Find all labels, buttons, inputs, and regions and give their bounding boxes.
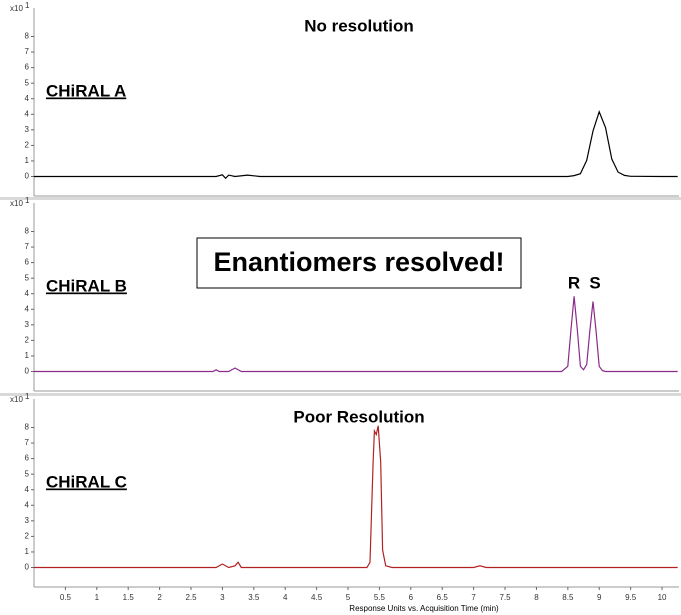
y-multiplier-exponent: 1 — [25, 392, 30, 401]
panel-label: CHiRAL C — [46, 472, 127, 491]
y-tick-label: 4 — [25, 109, 30, 118]
x-tick-label: 6.5 — [437, 593, 449, 602]
panel-title: Poor Resolution — [293, 407, 424, 426]
y-tick-label: 2 — [25, 335, 30, 344]
y-tick-label: 3 — [25, 516, 30, 525]
y-tick-label: 5 — [25, 273, 30, 282]
y-multiplier-exponent: 1 — [25, 196, 30, 205]
x-tick-label: 0.5 — [60, 593, 72, 602]
y-multiplier-exponent: 1 — [25, 1, 30, 10]
x-tick-label: 5.5 — [374, 593, 386, 602]
y-tick-label: 3 — [25, 125, 30, 134]
x-tick-label: 2 — [157, 593, 162, 602]
chromatogram-line — [34, 110, 678, 180]
y-tick-label: 2 — [25, 140, 30, 149]
y-tick-label: 8 — [25, 423, 30, 432]
panel-title: No resolution — [304, 16, 414, 35]
y-tick-label: 6 — [25, 454, 30, 463]
x-tick-label: 4.5 — [311, 593, 323, 602]
y-tick-label: 3 — [25, 320, 30, 329]
y-tick-label: 8 — [25, 227, 30, 236]
y-tick-label: 8 — [25, 32, 30, 41]
y-multiplier: x10 — [10, 395, 23, 404]
y-tick-label: 1 — [25, 351, 30, 360]
peak-label: R — [568, 273, 580, 292]
x-tick-label: 9 — [597, 593, 602, 602]
panel-separator — [0, 197, 681, 200]
y-tick-label: 6 — [25, 63, 30, 72]
x-tick-label: 7 — [471, 593, 476, 602]
y-tick-label: 1 — [25, 547, 30, 556]
x-tick-label: 3.5 — [248, 593, 260, 602]
x-tick-label: 9.5 — [625, 593, 637, 602]
x-tick-label: 3 — [220, 593, 225, 602]
panel-label: CHiRAL A — [46, 81, 126, 100]
x-tick-label: 8.5 — [562, 593, 574, 602]
chromatogram-line — [34, 296, 678, 373]
peak-label: S — [589, 273, 600, 292]
y-tick-label: 7 — [25, 47, 30, 56]
y-tick-label: 6 — [25, 258, 30, 267]
x-axis-title: Response Units vs. Acquisition Time (min… — [349, 604, 499, 613]
panel-separator — [0, 2, 681, 5]
callout-box — [196, 237, 522, 289]
y-tick-label: 4 — [25, 304, 30, 313]
x-tick-label: 1.5 — [123, 593, 135, 602]
panel-label: CHiRAL B — [46, 276, 127, 295]
x-tick-label: 8 — [534, 593, 539, 602]
y-tick-label: 5 — [25, 78, 30, 87]
panel-separator — [0, 393, 681, 396]
y-tick-label: 7 — [25, 242, 30, 251]
chromatogram-line — [34, 425, 678, 569]
x-tick-label: 6 — [409, 593, 414, 602]
y-tick-label: 1 — [25, 156, 30, 165]
callout: Enantiomers resolved! — [213, 247, 504, 277]
y-tick-label: 7 — [25, 438, 30, 447]
x-tick-label: 1 — [95, 593, 100, 602]
y-tick-label: 4 — [25, 485, 30, 494]
y-tick-label: 4 — [25, 289, 30, 298]
y-tick-label: 0 — [25, 367, 30, 376]
x-tick-label: 4 — [283, 593, 288, 602]
y-tick-label: 4 — [25, 500, 30, 509]
y-tick-label: 4 — [25, 94, 30, 103]
y-tick-label: 0 — [25, 172, 30, 181]
y-tick-label: 2 — [25, 531, 30, 540]
y-multiplier: x10 — [10, 4, 23, 13]
y-multiplier: x10 — [10, 199, 23, 208]
x-tick-label: 7.5 — [499, 593, 511, 602]
y-tick-label: 5 — [25, 469, 30, 478]
y-tick-label: 0 — [25, 563, 30, 572]
x-tick-label: 5 — [346, 593, 351, 602]
x-tick-label: 10 — [658, 593, 667, 602]
x-tick-label: 2.5 — [185, 593, 197, 602]
